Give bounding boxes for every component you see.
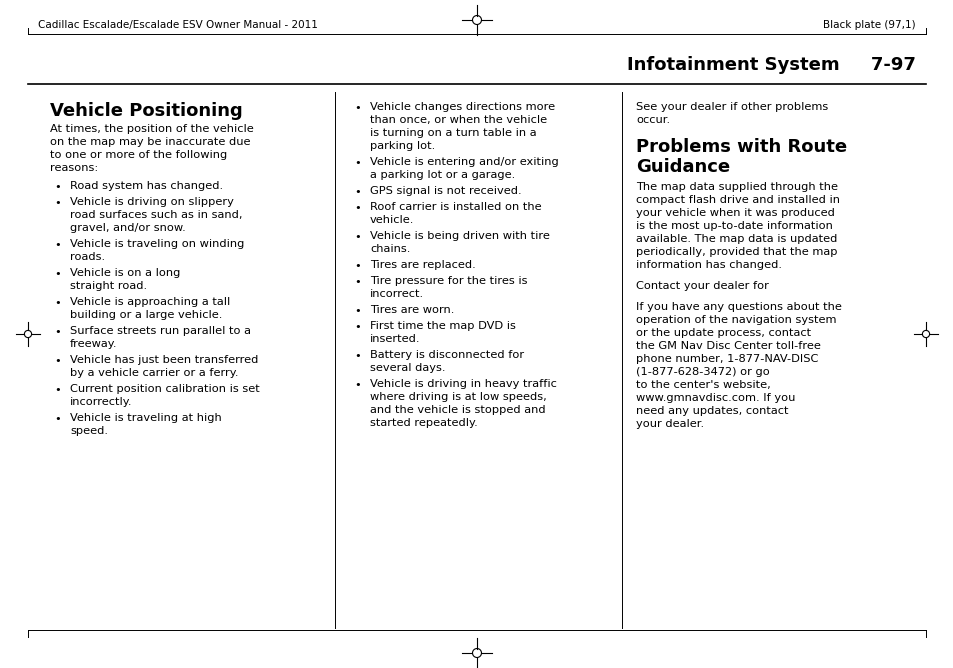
- Text: periodically, provided that the map: periodically, provided that the map: [636, 247, 837, 257]
- Text: •: •: [354, 187, 360, 197]
- Text: Vehicle is entering and/or exiting: Vehicle is entering and/or exiting: [370, 157, 558, 167]
- Text: started repeatedly.: started repeatedly.: [370, 418, 477, 428]
- Text: First time the map DVD is: First time the map DVD is: [370, 321, 516, 331]
- Text: •: •: [54, 240, 61, 250]
- Text: •: •: [354, 158, 360, 168]
- Text: incorrect.: incorrect.: [370, 289, 424, 299]
- Text: Road system has changed.: Road system has changed.: [70, 181, 223, 191]
- Text: •: •: [54, 414, 61, 424]
- Text: where driving is at low speeds,: where driving is at low speeds,: [370, 392, 546, 402]
- Text: phone number, 1-877-NAV-DISC: phone number, 1-877-NAV-DISC: [636, 354, 818, 364]
- Text: than once, or when the vehicle: than once, or when the vehicle: [370, 115, 547, 125]
- Text: Guidance: Guidance: [636, 158, 729, 176]
- Text: •: •: [354, 232, 360, 242]
- Text: available. The map data is updated: available. The map data is updated: [636, 234, 837, 244]
- Text: chains.: chains.: [370, 244, 410, 254]
- Text: roads.: roads.: [70, 252, 105, 262]
- Text: or the update process, contact: or the update process, contact: [636, 328, 810, 338]
- Text: a parking lot or a garage.: a parking lot or a garage.: [370, 170, 515, 180]
- Text: inserted.: inserted.: [370, 334, 420, 344]
- Text: See your dealer if other problems: See your dealer if other problems: [636, 102, 827, 112]
- Text: on the map may be inaccurate due: on the map may be inaccurate due: [50, 137, 251, 147]
- Text: •: •: [354, 277, 360, 287]
- Text: reasons:: reasons:: [50, 163, 98, 173]
- Text: •: •: [54, 385, 61, 395]
- Text: •: •: [54, 356, 61, 366]
- Text: Vehicle has just been transferred: Vehicle has just been transferred: [70, 355, 258, 365]
- Text: Battery is disconnected for: Battery is disconnected for: [370, 350, 523, 360]
- Text: Vehicle is being driven with tire: Vehicle is being driven with tire: [370, 231, 549, 241]
- Text: Problems with Route: Problems with Route: [636, 138, 846, 156]
- Text: Roof carrier is installed on the: Roof carrier is installed on the: [370, 202, 541, 212]
- Text: •: •: [354, 261, 360, 271]
- Text: and the vehicle is stopped and: and the vehicle is stopped and: [370, 405, 545, 415]
- Text: Surface streets run parallel to a: Surface streets run parallel to a: [70, 326, 251, 336]
- Text: Cadillac Escalade/Escalade ESV Owner Manual - 2011: Cadillac Escalade/Escalade ESV Owner Man…: [38, 20, 317, 30]
- Text: your dealer.: your dealer.: [636, 419, 703, 429]
- Text: •: •: [54, 327, 61, 337]
- Text: to one or more of the following: to one or more of the following: [50, 150, 227, 160]
- Text: •: •: [354, 351, 360, 361]
- Text: vehicle.: vehicle.: [370, 215, 414, 225]
- Text: to the center's website,: to the center's website,: [636, 380, 770, 390]
- Text: is turning on a turn table in a: is turning on a turn table in a: [370, 128, 536, 138]
- Text: parking lot.: parking lot.: [370, 141, 435, 151]
- Text: occur.: occur.: [636, 115, 669, 125]
- Text: Current position calibration is set: Current position calibration is set: [70, 384, 259, 394]
- Text: Tire pressure for the tires is: Tire pressure for the tires is: [370, 276, 527, 286]
- Text: •: •: [354, 380, 360, 390]
- Text: information has changed.: information has changed.: [636, 260, 781, 270]
- Text: straight road.: straight road.: [70, 281, 147, 291]
- Text: GPS signal is not received.: GPS signal is not received.: [370, 186, 521, 196]
- Text: Tires are worn.: Tires are worn.: [370, 305, 454, 315]
- Text: gravel, and/or snow.: gravel, and/or snow.: [70, 223, 186, 233]
- Text: need any updates, contact: need any updates, contact: [636, 406, 788, 416]
- Text: Infotainment System     7-97: Infotainment System 7-97: [626, 56, 915, 74]
- Text: Vehicle Positioning: Vehicle Positioning: [50, 102, 242, 120]
- Text: •: •: [354, 103, 360, 113]
- Text: compact flash drive and installed in: compact flash drive and installed in: [636, 195, 840, 205]
- Text: road surfaces such as in sand,: road surfaces such as in sand,: [70, 210, 242, 220]
- Text: At times, the position of the vehicle: At times, the position of the vehicle: [50, 124, 253, 134]
- Text: •: •: [54, 298, 61, 308]
- Text: Tires are replaced.: Tires are replaced.: [370, 260, 476, 270]
- Text: freeway.: freeway.: [70, 339, 117, 349]
- Text: is the most up-to-date information: is the most up-to-date information: [636, 221, 832, 231]
- Text: The map data supplied through the: The map data supplied through the: [636, 182, 837, 192]
- Text: •: •: [354, 322, 360, 332]
- Text: •: •: [54, 269, 61, 279]
- Text: Vehicle is traveling at high: Vehicle is traveling at high: [70, 413, 221, 423]
- Text: If you have any questions about the: If you have any questions about the: [636, 302, 841, 312]
- Text: •: •: [54, 198, 61, 208]
- Text: Vehicle is driving in heavy traffic: Vehicle is driving in heavy traffic: [370, 379, 557, 389]
- Text: the GM Nav Disc Center toll-free: the GM Nav Disc Center toll-free: [636, 341, 820, 351]
- Text: building or a large vehicle.: building or a large vehicle.: [70, 310, 222, 320]
- Text: Vehicle is on a long: Vehicle is on a long: [70, 268, 180, 278]
- Text: operation of the navigation system: operation of the navigation system: [636, 315, 836, 325]
- Text: incorrectly.: incorrectly.: [70, 397, 132, 407]
- Text: Black plate (97,1): Black plate (97,1): [822, 20, 915, 30]
- Text: several days.: several days.: [370, 363, 445, 373]
- Text: •: •: [54, 182, 61, 192]
- Text: www.gmnavdisc.com. If you: www.gmnavdisc.com. If you: [636, 393, 795, 403]
- Text: your vehicle when it was produced: your vehicle when it was produced: [636, 208, 834, 218]
- Text: Vehicle is driving on slippery: Vehicle is driving on slippery: [70, 197, 233, 207]
- Text: by a vehicle carrier or a ferry.: by a vehicle carrier or a ferry.: [70, 368, 238, 378]
- Text: Contact your dealer for: Contact your dealer for: [636, 281, 768, 291]
- Text: •: •: [354, 203, 360, 213]
- Text: (1-877-628-3472) or go: (1-877-628-3472) or go: [636, 367, 769, 377]
- Text: Vehicle changes directions more: Vehicle changes directions more: [370, 102, 555, 112]
- Text: •: •: [354, 306, 360, 316]
- Text: Vehicle is traveling on winding: Vehicle is traveling on winding: [70, 239, 244, 249]
- Text: Vehicle is approaching a tall: Vehicle is approaching a tall: [70, 297, 230, 307]
- Text: speed.: speed.: [70, 426, 108, 436]
